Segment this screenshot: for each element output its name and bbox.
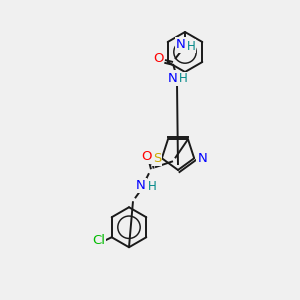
Text: O: O bbox=[142, 150, 152, 163]
Text: H: H bbox=[187, 40, 195, 52]
Text: H: H bbox=[148, 180, 156, 193]
Text: Cl: Cl bbox=[92, 234, 105, 247]
Text: N: N bbox=[176, 38, 186, 52]
Text: S: S bbox=[153, 152, 161, 165]
Text: H: H bbox=[178, 73, 188, 85]
Text: N: N bbox=[197, 152, 207, 165]
Text: N: N bbox=[168, 71, 178, 85]
Text: O: O bbox=[153, 52, 163, 64]
Text: N: N bbox=[136, 179, 146, 192]
